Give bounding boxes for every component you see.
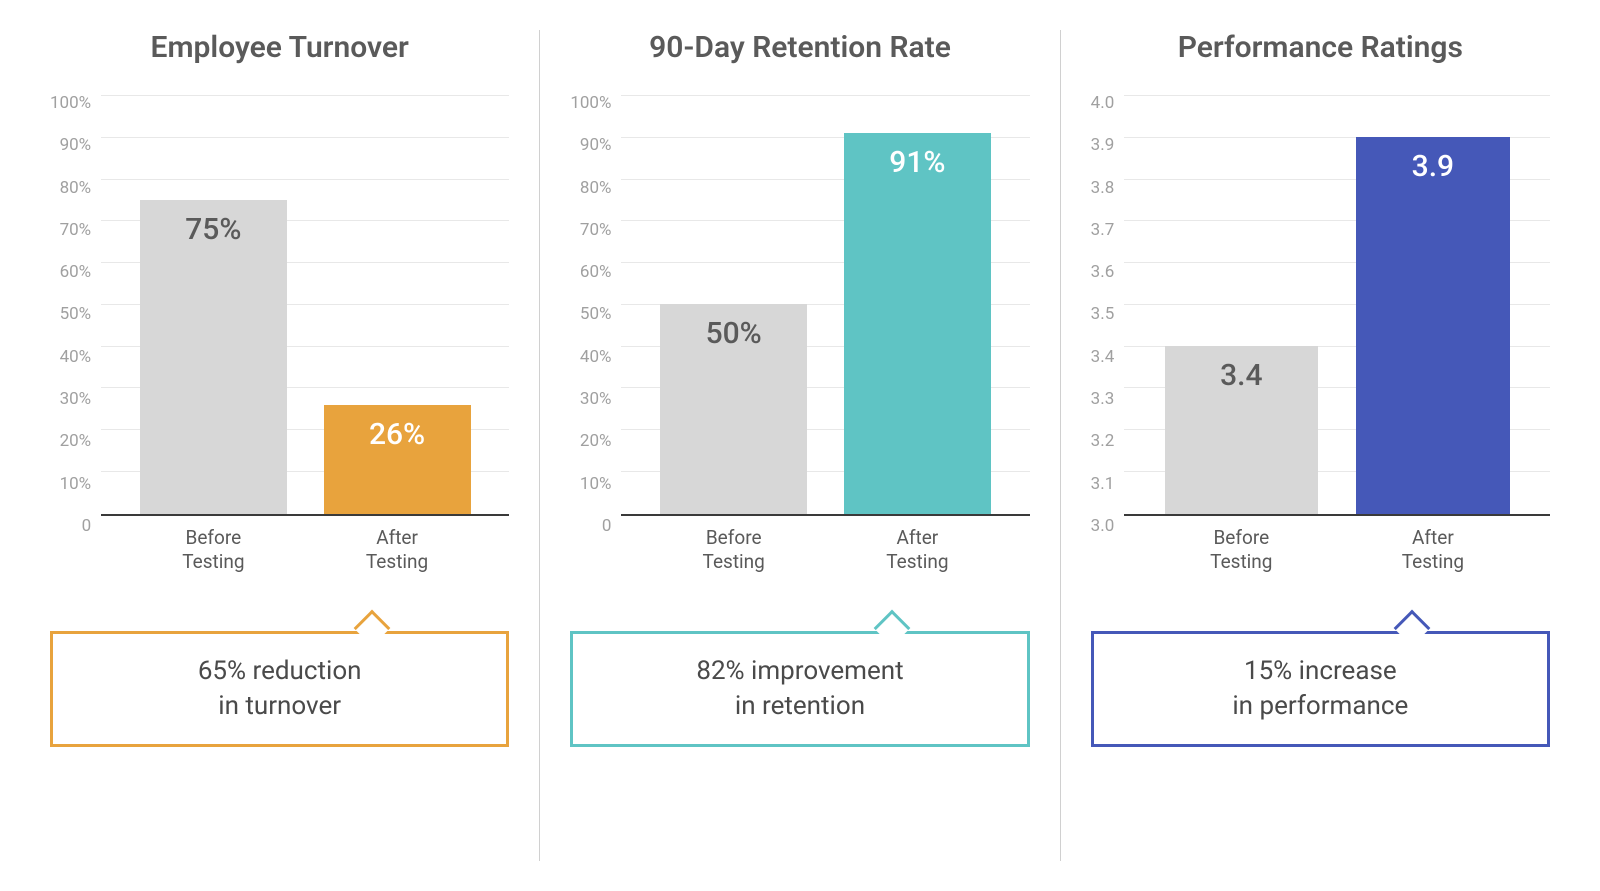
callout: 82% improvement in retention [570, 615, 1029, 747]
bar-label: 3.4 [1220, 358, 1262, 393]
y-tick: 3.7 [1091, 222, 1115, 239]
y-tick: 3.8 [1091, 180, 1115, 197]
callout-box: 82% improvement in retention [570, 631, 1029, 747]
chart-title: 90-Day Retention Rate [570, 30, 1029, 65]
callout: 15% increase in performance [1091, 615, 1550, 747]
x-labels: Before Testing After Testing [621, 516, 1029, 575]
callout: 65% reduction in turnover [50, 615, 509, 747]
chart-area: 100% 90% 80% 70% 60% 50% 40% 30% 20% 10%… [50, 95, 509, 575]
charts-container: Employee Turnover 100% 90% 80% 70% 60% 5… [20, 30, 1580, 861]
y-tick: 3.4 [1091, 349, 1115, 366]
x-labels: Before Testing After Testing [101, 516, 509, 575]
bars: 75% 26% [101, 95, 509, 514]
y-tick: 60% [60, 264, 92, 281]
chart-area: 4.0 3.9 3.8 3.7 3.6 3.5 3.4 3.3 3.2 3.1 … [1091, 95, 1550, 575]
plot: 75% 26% [101, 95, 509, 516]
y-tick: 90% [580, 137, 612, 154]
plot-wrapper: 50% 91% Before Testing After Testing [621, 95, 1029, 575]
plot-wrapper: 75% 26% Before Testing After Testing [101, 95, 509, 575]
bars: 50% 91% [621, 95, 1029, 514]
y-tick: 50% [580, 306, 612, 323]
bar-before: 3.4 [1165, 346, 1318, 513]
x-label: Before Testing [1165, 526, 1318, 575]
y-tick: 3.6 [1091, 264, 1115, 281]
bar-after: 91% [844, 133, 991, 514]
callout-box: 15% increase in performance [1091, 631, 1550, 747]
x-label: After Testing [1356, 526, 1509, 575]
x-label: After Testing [844, 526, 991, 575]
plot: 50% 91% [621, 95, 1029, 516]
y-tick: 3.0 [1091, 518, 1115, 535]
x-label: Before Testing [140, 526, 287, 575]
y-tick: 10% [580, 476, 612, 493]
y-tick: 40% [580, 349, 612, 366]
y-tick: 3.2 [1091, 433, 1115, 450]
y-tick: 30% [580, 391, 612, 408]
y-tick: 100% [50, 95, 91, 112]
y-tick: 3.1 [1091, 476, 1115, 493]
y-tick: 40% [60, 349, 92, 366]
bar-label: 26% [369, 417, 425, 452]
bar-label: 3.9 [1412, 149, 1454, 184]
y-tick: 80% [580, 180, 612, 197]
y-tick: 3.5 [1091, 306, 1115, 323]
bar-before: 75% [140, 200, 287, 514]
callout-box: 65% reduction in turnover [50, 631, 509, 747]
chart-panel-turnover: Employee Turnover 100% 90% 80% 70% 60% 5… [20, 30, 539, 861]
y-tick: 30% [60, 391, 92, 408]
y-tick: 20% [580, 433, 612, 450]
x-label: Before Testing [660, 526, 807, 575]
chart-title: Performance Ratings [1091, 30, 1550, 65]
y-axis: 100% 90% 80% 70% 60% 50% 40% 30% 20% 10%… [50, 95, 101, 535]
bar-after: 26% [324, 405, 471, 514]
y-tick: 100% [570, 95, 611, 112]
y-axis: 4.0 3.9 3.8 3.7 3.6 3.5 3.4 3.3 3.2 3.1 … [1091, 95, 1125, 535]
bar-label: 50% [706, 316, 762, 351]
y-tick: 3.9 [1091, 137, 1115, 154]
y-tick: 90% [60, 137, 92, 154]
x-label: After Testing [324, 526, 471, 575]
bar-after: 3.9 [1356, 137, 1509, 514]
plot: 3.4 3.9 [1124, 95, 1550, 516]
bars: 3.4 3.9 [1124, 95, 1550, 514]
y-tick: 70% [60, 222, 92, 239]
y-tick: 50% [60, 306, 92, 323]
x-labels: Before Testing After Testing [1124, 516, 1550, 575]
chart-panel-performance: Performance Ratings 4.0 3.9 3.8 3.7 3.6 … [1061, 30, 1580, 861]
y-tick: 70% [580, 222, 612, 239]
y-axis: 100% 90% 80% 70% 60% 50% 40% 30% 20% 10%… [570, 95, 621, 535]
y-tick: 80% [60, 180, 92, 197]
bar-label: 75% [185, 212, 241, 247]
y-tick: 60% [580, 264, 612, 281]
y-tick: 0 [602, 518, 612, 535]
bar-label: 91% [889, 145, 945, 180]
chart-panel-retention: 90-Day Retention Rate 100% 90% 80% 70% 6… [540, 30, 1059, 861]
y-tick: 4.0 [1091, 95, 1115, 112]
chart-area: 100% 90% 80% 70% 60% 50% 40% 30% 20% 10%… [570, 95, 1029, 575]
y-tick: 20% [60, 433, 92, 450]
y-tick: 10% [60, 476, 92, 493]
y-tick: 3.3 [1091, 391, 1115, 408]
chart-title: Employee Turnover [50, 30, 509, 65]
plot-wrapper: 3.4 3.9 Before Testing After Testing [1124, 95, 1550, 575]
bar-before: 50% [660, 304, 807, 513]
y-tick: 0 [82, 518, 92, 535]
